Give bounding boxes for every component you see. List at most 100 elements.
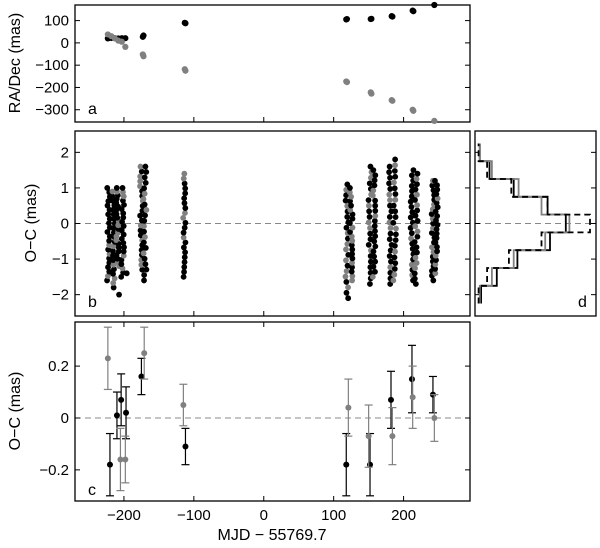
data-point <box>433 257 439 263</box>
data-point <box>369 192 376 199</box>
data-point <box>181 200 188 207</box>
data-point <box>387 174 393 181</box>
data-point <box>412 281 419 287</box>
panel-d-letter: d <box>578 294 587 311</box>
data-point <box>412 212 419 219</box>
x-tick-label: 100 <box>321 507 346 524</box>
data-point <box>392 173 399 180</box>
data-point <box>182 185 189 192</box>
data-point <box>365 219 372 226</box>
data-point <box>372 258 379 265</box>
data-point <box>408 230 415 237</box>
data-point <box>372 243 379 250</box>
data-point <box>117 456 124 463</box>
data-point <box>410 8 417 15</box>
data-point <box>140 53 147 60</box>
data-point <box>348 193 354 200</box>
data-point <box>372 172 379 179</box>
data-point <box>412 265 418 272</box>
data-point <box>347 198 353 205</box>
x-tick-label: 0 <box>260 507 268 524</box>
data-point <box>390 277 397 284</box>
data-point <box>393 225 399 232</box>
data-point <box>429 182 436 189</box>
data-point <box>387 247 394 254</box>
panel-c-letter: c <box>88 482 96 499</box>
data-point <box>182 443 189 450</box>
data-point <box>343 461 350 468</box>
data-point <box>433 226 440 233</box>
data-point <box>371 177 378 184</box>
data-point <box>365 197 372 204</box>
data-point <box>182 20 189 27</box>
data-point <box>141 201 148 208</box>
data-point <box>104 202 111 209</box>
data-point <box>392 191 399 197</box>
data-point <box>118 396 125 403</box>
data-point <box>342 273 349 280</box>
data-point <box>386 253 393 259</box>
data-point <box>119 185 126 191</box>
panel-d-histograms <box>477 143 591 304</box>
data-point <box>140 250 147 257</box>
data-point <box>392 260 399 267</box>
data-point <box>142 163 149 170</box>
data-point <box>369 273 376 280</box>
data-point <box>368 90 375 97</box>
data-point <box>433 217 439 224</box>
data-point <box>412 254 419 261</box>
data-point <box>109 193 116 199</box>
data-point <box>430 277 437 284</box>
panel-c-y-ticks: −0.2 0 0.2 <box>39 358 470 479</box>
data-point <box>345 284 351 291</box>
data-point <box>111 275 118 282</box>
data-point <box>348 268 355 275</box>
data-point <box>372 268 378 275</box>
data-point <box>386 169 392 176</box>
x-axis-label: MJD − 55769.7 <box>218 527 327 544</box>
panel-a-letter: a <box>88 101 97 118</box>
data-point <box>434 248 440 255</box>
data-point <box>180 229 187 236</box>
data-point <box>182 67 189 74</box>
data-point <box>349 264 355 271</box>
data-point <box>181 170 188 177</box>
data-point <box>372 228 378 235</box>
panel-c-ylabel: O−C (mas) <box>7 372 24 451</box>
data-point <box>365 433 372 440</box>
data-point <box>367 230 374 237</box>
data-point <box>414 249 420 256</box>
data-point <box>431 1 438 9</box>
data-point <box>389 97 396 104</box>
data-point <box>110 257 117 263</box>
y-tick-label: 1 <box>61 180 69 197</box>
data-point <box>182 249 188 256</box>
data-point <box>413 244 420 251</box>
data-point <box>429 244 435 251</box>
data-point <box>349 211 356 218</box>
data-point <box>343 279 350 285</box>
data-point <box>391 179 397 186</box>
data-point <box>432 239 439 246</box>
data-point <box>180 215 187 221</box>
data-point <box>120 189 126 196</box>
data-point <box>410 167 417 174</box>
data-point <box>389 13 396 20</box>
data-point <box>123 270 130 277</box>
data-point <box>372 212 379 219</box>
histogram-step <box>478 143 571 304</box>
data-point <box>433 235 440 241</box>
data-point <box>141 190 148 197</box>
data-point <box>118 257 125 263</box>
data-point <box>343 15 351 23</box>
data-point <box>414 202 420 209</box>
data-point <box>365 241 372 248</box>
data-point <box>391 266 398 272</box>
data-point <box>431 414 438 421</box>
data-point <box>411 239 418 245</box>
data-point <box>143 266 150 273</box>
data-point <box>433 230 440 237</box>
data-point <box>367 225 373 231</box>
data-point <box>371 238 378 245</box>
panel-a: −300 −200 −100 0 100 a RA/Dec (mas) <box>7 1 471 124</box>
